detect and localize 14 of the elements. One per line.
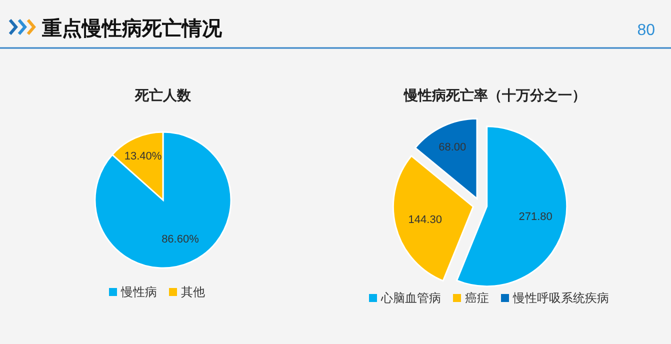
data-label: 68.00 — [438, 142, 466, 154]
chart-title: 慢性病死亡率（十万分之一） — [403, 87, 586, 103]
data-label: 271.80 — [518, 210, 552, 223]
data-label: 144.30 — [408, 214, 442, 226]
legend-label: 癌症 — [465, 291, 489, 305]
text: 80 — [637, 22, 656, 39]
legend-label: 其他 — [181, 285, 205, 299]
legend-label: 心脑血管病 — [380, 291, 441, 305]
legend-label: 慢性病 — [120, 285, 157, 299]
data-label: 86.60% — [162, 233, 200, 246]
text: 重点慢性病死亡情况 — [41, 17, 223, 40]
chart-title: 死亡人数 — [134, 87, 192, 103]
data-label: 13.40% — [124, 150, 162, 162]
legend-label: 慢性呼吸系统疾病 — [512, 291, 609, 305]
